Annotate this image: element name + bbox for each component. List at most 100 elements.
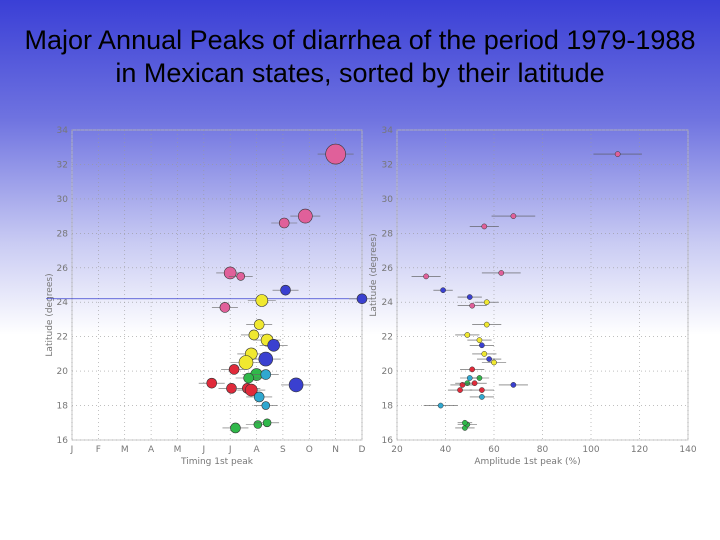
x-tick-label: F [96,445,101,455]
data-point [483,299,490,306]
data-point [288,377,304,393]
data-point [479,342,485,349]
y-tick-label: 16 [57,436,69,446]
data-point [258,351,274,367]
y-tick-label: 26 [57,264,69,274]
data-point [244,383,258,397]
data-point [261,401,271,410]
y-tick-label: 18 [57,402,69,412]
y-tick-label: 22 [382,333,393,343]
x-tick-label: J [228,445,232,455]
data-point [479,394,485,400]
x-tick-label: 120 [631,445,648,455]
x-tick-label: A [148,445,155,455]
y-tick-label: 28 [382,229,394,239]
data-point [423,273,429,280]
x-tick-label: 80 [537,445,549,455]
y-tick-label: 34 [382,126,394,136]
x-axis-label: Timing 1st peak [180,457,254,467]
y-tick-label: 24 [57,298,69,308]
x-tick-label: 40 [440,445,452,455]
data-point [479,387,485,393]
data-point [280,284,291,296]
data-point [440,287,446,294]
plot-frame [71,129,363,441]
slide-title: Major Annual Peaks of diarrhea of the pe… [24,25,696,88]
data-point [486,356,492,362]
data-point [498,270,505,276]
data-point [260,369,272,380]
data-point [491,359,497,366]
x-axis-label: Amplitude 1st peak (%) [474,457,580,467]
data-point [278,217,290,229]
data-point [510,213,517,219]
data-point [267,338,280,352]
plot-frame [396,129,689,441]
data-point [464,332,471,338]
data-point [243,372,254,384]
data-point [466,294,473,300]
data-point [481,351,488,357]
y-tick-label: 24 [382,298,394,308]
data-point [253,420,263,429]
data-point [457,387,463,393]
data-point [466,375,473,381]
y-tick-label: 16 [382,436,394,446]
y-tick-label: 20 [382,367,394,377]
y-tick-label: 32 [382,160,393,170]
x-tick-label: J [70,445,74,455]
x-tick-label: 100 [582,445,599,455]
amplitude-chart: 20 40 60 80 100 120 140 16 18 20 22 24 26 28 30 32 34 Amp… [369,126,697,467]
x-tick-label: N [332,445,339,455]
data-point [262,418,272,428]
y-tick-label: 20 [57,367,69,377]
y-tick-label: 30 [57,195,69,205]
data-point [510,382,517,388]
data-point [437,402,444,409]
data-point [298,208,313,224]
x-tick-label: 20 [391,445,403,455]
y-tick-label: 28 [57,229,69,239]
y-axis-label: Latitude (degrees) [45,273,55,356]
data-point [462,419,468,426]
data-point [219,302,231,313]
y-tick-label: 22 [57,333,68,343]
timing-chart: J F M A M J J A S O N D 16 18 20 22 24 26 28 30 32 34 Timing 1… [45,126,375,467]
y-tick-label: 32 [57,160,68,170]
data-point [206,377,218,389]
data-point [356,293,368,305]
x-tick-label: M [174,445,182,455]
data-point [469,302,476,309]
data-point [238,355,254,370]
y-tick-label: 18 [382,402,394,412]
data-point [471,380,478,387]
y-tick-label: 26 [382,264,394,274]
data-point [459,382,466,388]
data-point [223,266,237,280]
data-point [253,319,265,330]
data-point [230,422,241,434]
x-tick-label: 60 [488,445,500,455]
data-point [253,391,265,403]
x-tick-label: M [121,445,129,455]
y-tick-label: 34 [57,126,69,136]
y-tick-label: 30 [382,195,394,205]
data-point [325,143,346,165]
data-point [236,272,246,281]
x-tick-label: D [359,445,366,455]
data-point [614,151,621,157]
x-tick-label: J [201,445,205,455]
data-point [483,321,490,328]
x-tick-label: O [306,445,313,455]
data-point [481,223,488,230]
x-tick-label: A [253,445,260,455]
data-point [248,329,260,341]
data-point [255,294,269,307]
x-tick-label: 140 [679,445,696,455]
data-point [228,364,240,375]
data-point [476,337,483,343]
y-axis-label: Latitude (degrees) [369,233,379,316]
data-point [469,366,476,373]
x-tick-label: S [280,445,286,455]
